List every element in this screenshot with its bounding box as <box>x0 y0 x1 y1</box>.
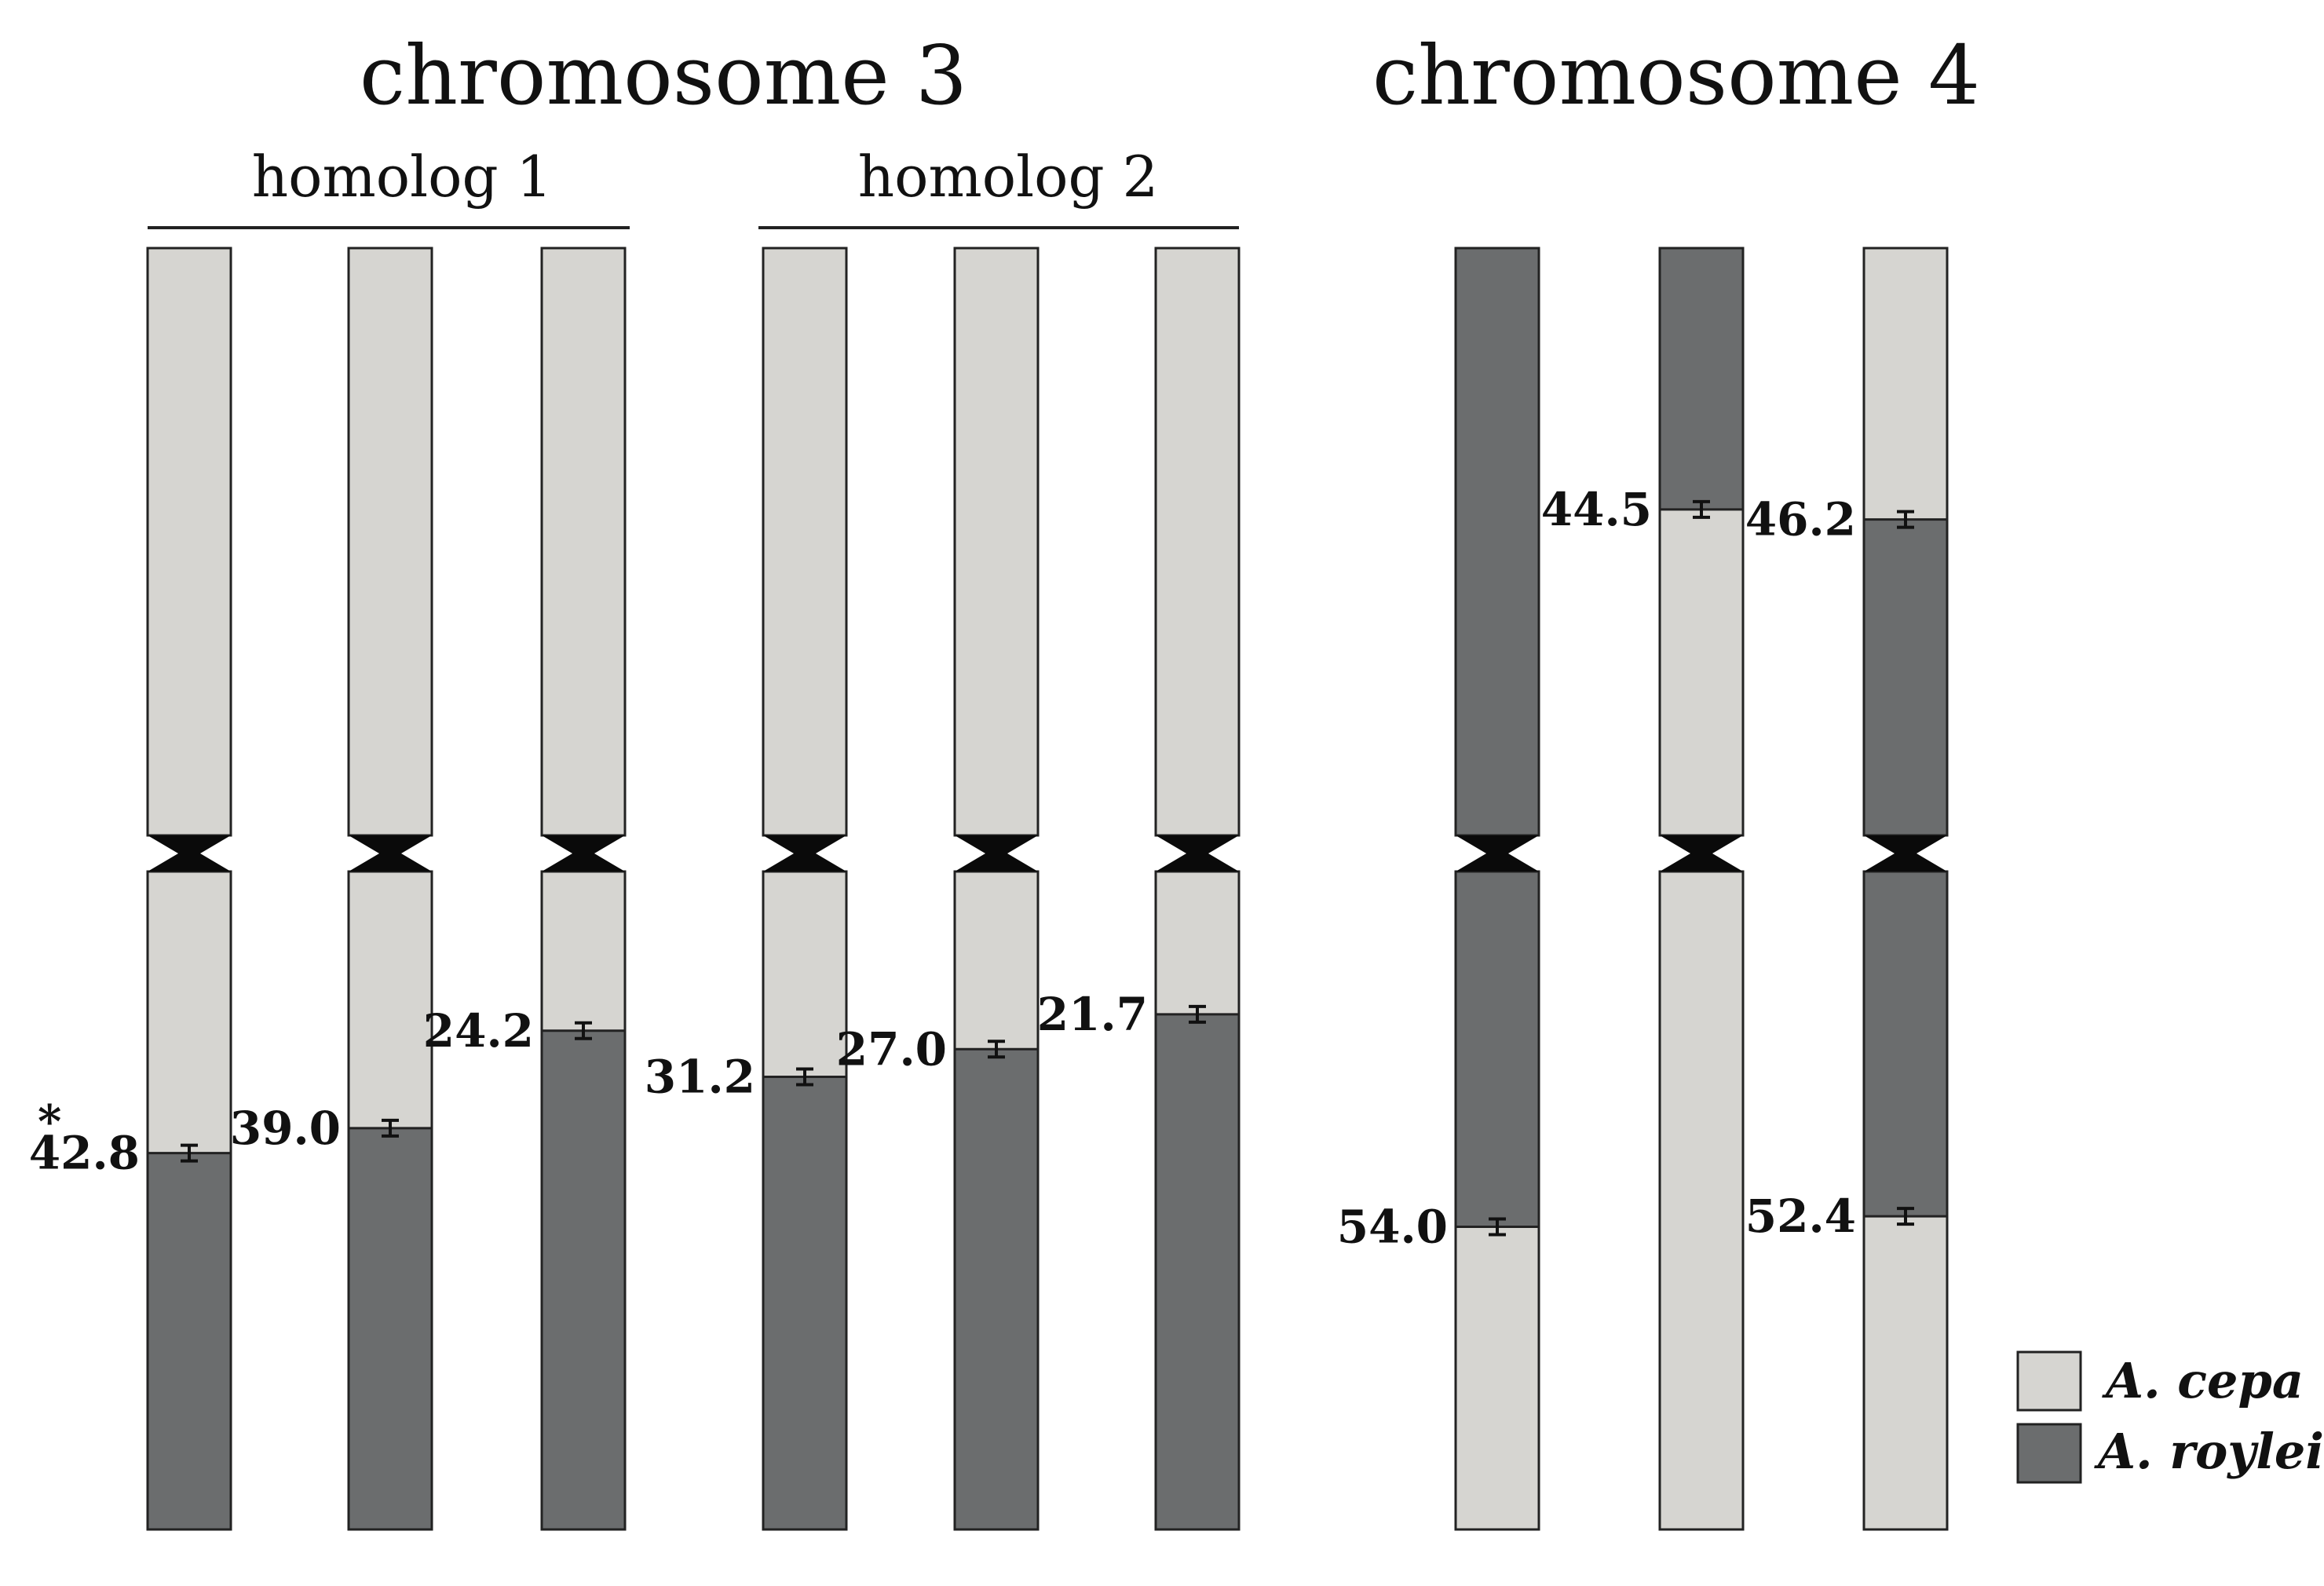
legend-label-cepa: A. cepa <box>2102 1352 2304 1409</box>
chromosome-5-lower-arm-segment-1 <box>955 872 1038 1050</box>
chromosome-3-centromere <box>542 835 625 872</box>
chromosome-1-upper-arm <box>148 248 231 835</box>
significance-asterisk: * <box>38 1095 61 1149</box>
chromosome-9-upper-arm-segment-1 <box>1864 248 1947 520</box>
chromosome-2-centromere <box>349 835 432 872</box>
chromosome-4-upper-arm <box>763 248 846 835</box>
chromosome-1-lower-arm-segment-2 <box>148 1153 231 1529</box>
chromosome-3-title: chromosome 3 <box>360 27 967 123</box>
chromosome-5-lower-arm-segment-2 <box>955 1049 1038 1529</box>
chromosome-5-upper-arm <box>955 248 1038 835</box>
chromosome-6-upper-arm <box>1156 248 1239 835</box>
homolog-1-label: homolog 1 <box>252 144 553 210</box>
legend-swatch-cepa <box>2016 1350 2082 1412</box>
chromosome-5-centromere <box>955 835 1038 872</box>
chromosome-2-value-lower: 39.0 <box>230 1102 341 1155</box>
chromosome-4-centromere <box>763 835 846 872</box>
chromosome-9-lower-arm-segment-1 <box>1864 872 1947 1217</box>
chromosome-6-lower-arm-segment-2 <box>1156 1014 1239 1529</box>
chromosome-9-value-lower: 52.4 <box>1745 1190 1856 1243</box>
chromosome-6-value-lower: 21.7 <box>1037 988 1148 1041</box>
chromosome-group: 42.8* 39.0 24.2 31.2 27.0 21.7 54.0 44.5 46.2 52.… <box>29 247 1949 1531</box>
chromosome-3-lower-arm-segment-1 <box>542 872 625 1031</box>
chromosome-6-lower-arm-segment-1 <box>1156 872 1239 1014</box>
chromosome-4-lower-arm-segment-2 <box>763 1076 846 1529</box>
chromosome-1-lower-arm-segment-1 <box>148 872 231 1153</box>
chromosome-7-lower-arm-segment-2 <box>1456 1226 1539 1529</box>
chromosome-6-centromere <box>1156 835 1239 872</box>
legend-swatch-roylei <box>2016 1423 2082 1484</box>
chromosome-5-value-lower: 27.0 <box>836 1022 947 1076</box>
chromosome-8-upper-arm-segment-2 <box>1660 509 1743 835</box>
chromosome-7-value-lower: 54.0 <box>1337 1200 1448 1254</box>
chromosome-3-upper-arm <box>542 248 625 835</box>
chromosome-8-upper-arm-segment-1 <box>1660 248 1743 510</box>
chromosome-2-lower-arm-segment-1 <box>349 872 432 1128</box>
chromosome-9-lower-arm-segment-2 <box>1864 1216 1947 1529</box>
chromosome-4-lower-arm-segment-1 <box>763 872 846 1077</box>
chromosome-3-lower-arm-segment-2 <box>542 1030 625 1529</box>
chromosome-2-lower-arm-segment-2 <box>349 1127 432 1529</box>
homolog-2-label: homolog 2 <box>858 144 1159 210</box>
chromosome-9-centromere <box>1864 835 1947 872</box>
chromosome-9-value-upper: 46.2 <box>1745 493 1856 546</box>
chromosome-7-upper-arm <box>1456 248 1539 835</box>
chromosome-8-lower-arm <box>1660 872 1743 1529</box>
chromosome-3-value-lower: 24.2 <box>423 1004 534 1058</box>
chromosome-9-upper-arm-segment-2 <box>1864 519 1947 835</box>
chromosome-7-centromere <box>1456 835 1539 872</box>
chromosome-1-centromere <box>148 835 231 872</box>
chromosome-1-value-lower: 42.8 <box>29 1127 140 1180</box>
chromosome-2-upper-arm <box>349 248 432 835</box>
chromosome-8-centromere <box>1660 835 1743 872</box>
legend-label-roylei: A. roylei <box>2094 1423 2324 1480</box>
chromosome-4-value-lower: 31.2 <box>645 1050 755 1103</box>
chromosome-7-lower-arm-segment-1 <box>1456 872 1539 1227</box>
chromosome-8-value-upper: 44.5 <box>1541 483 1652 536</box>
chromosome-4-title: chromosome 4 <box>1372 27 1980 123</box>
